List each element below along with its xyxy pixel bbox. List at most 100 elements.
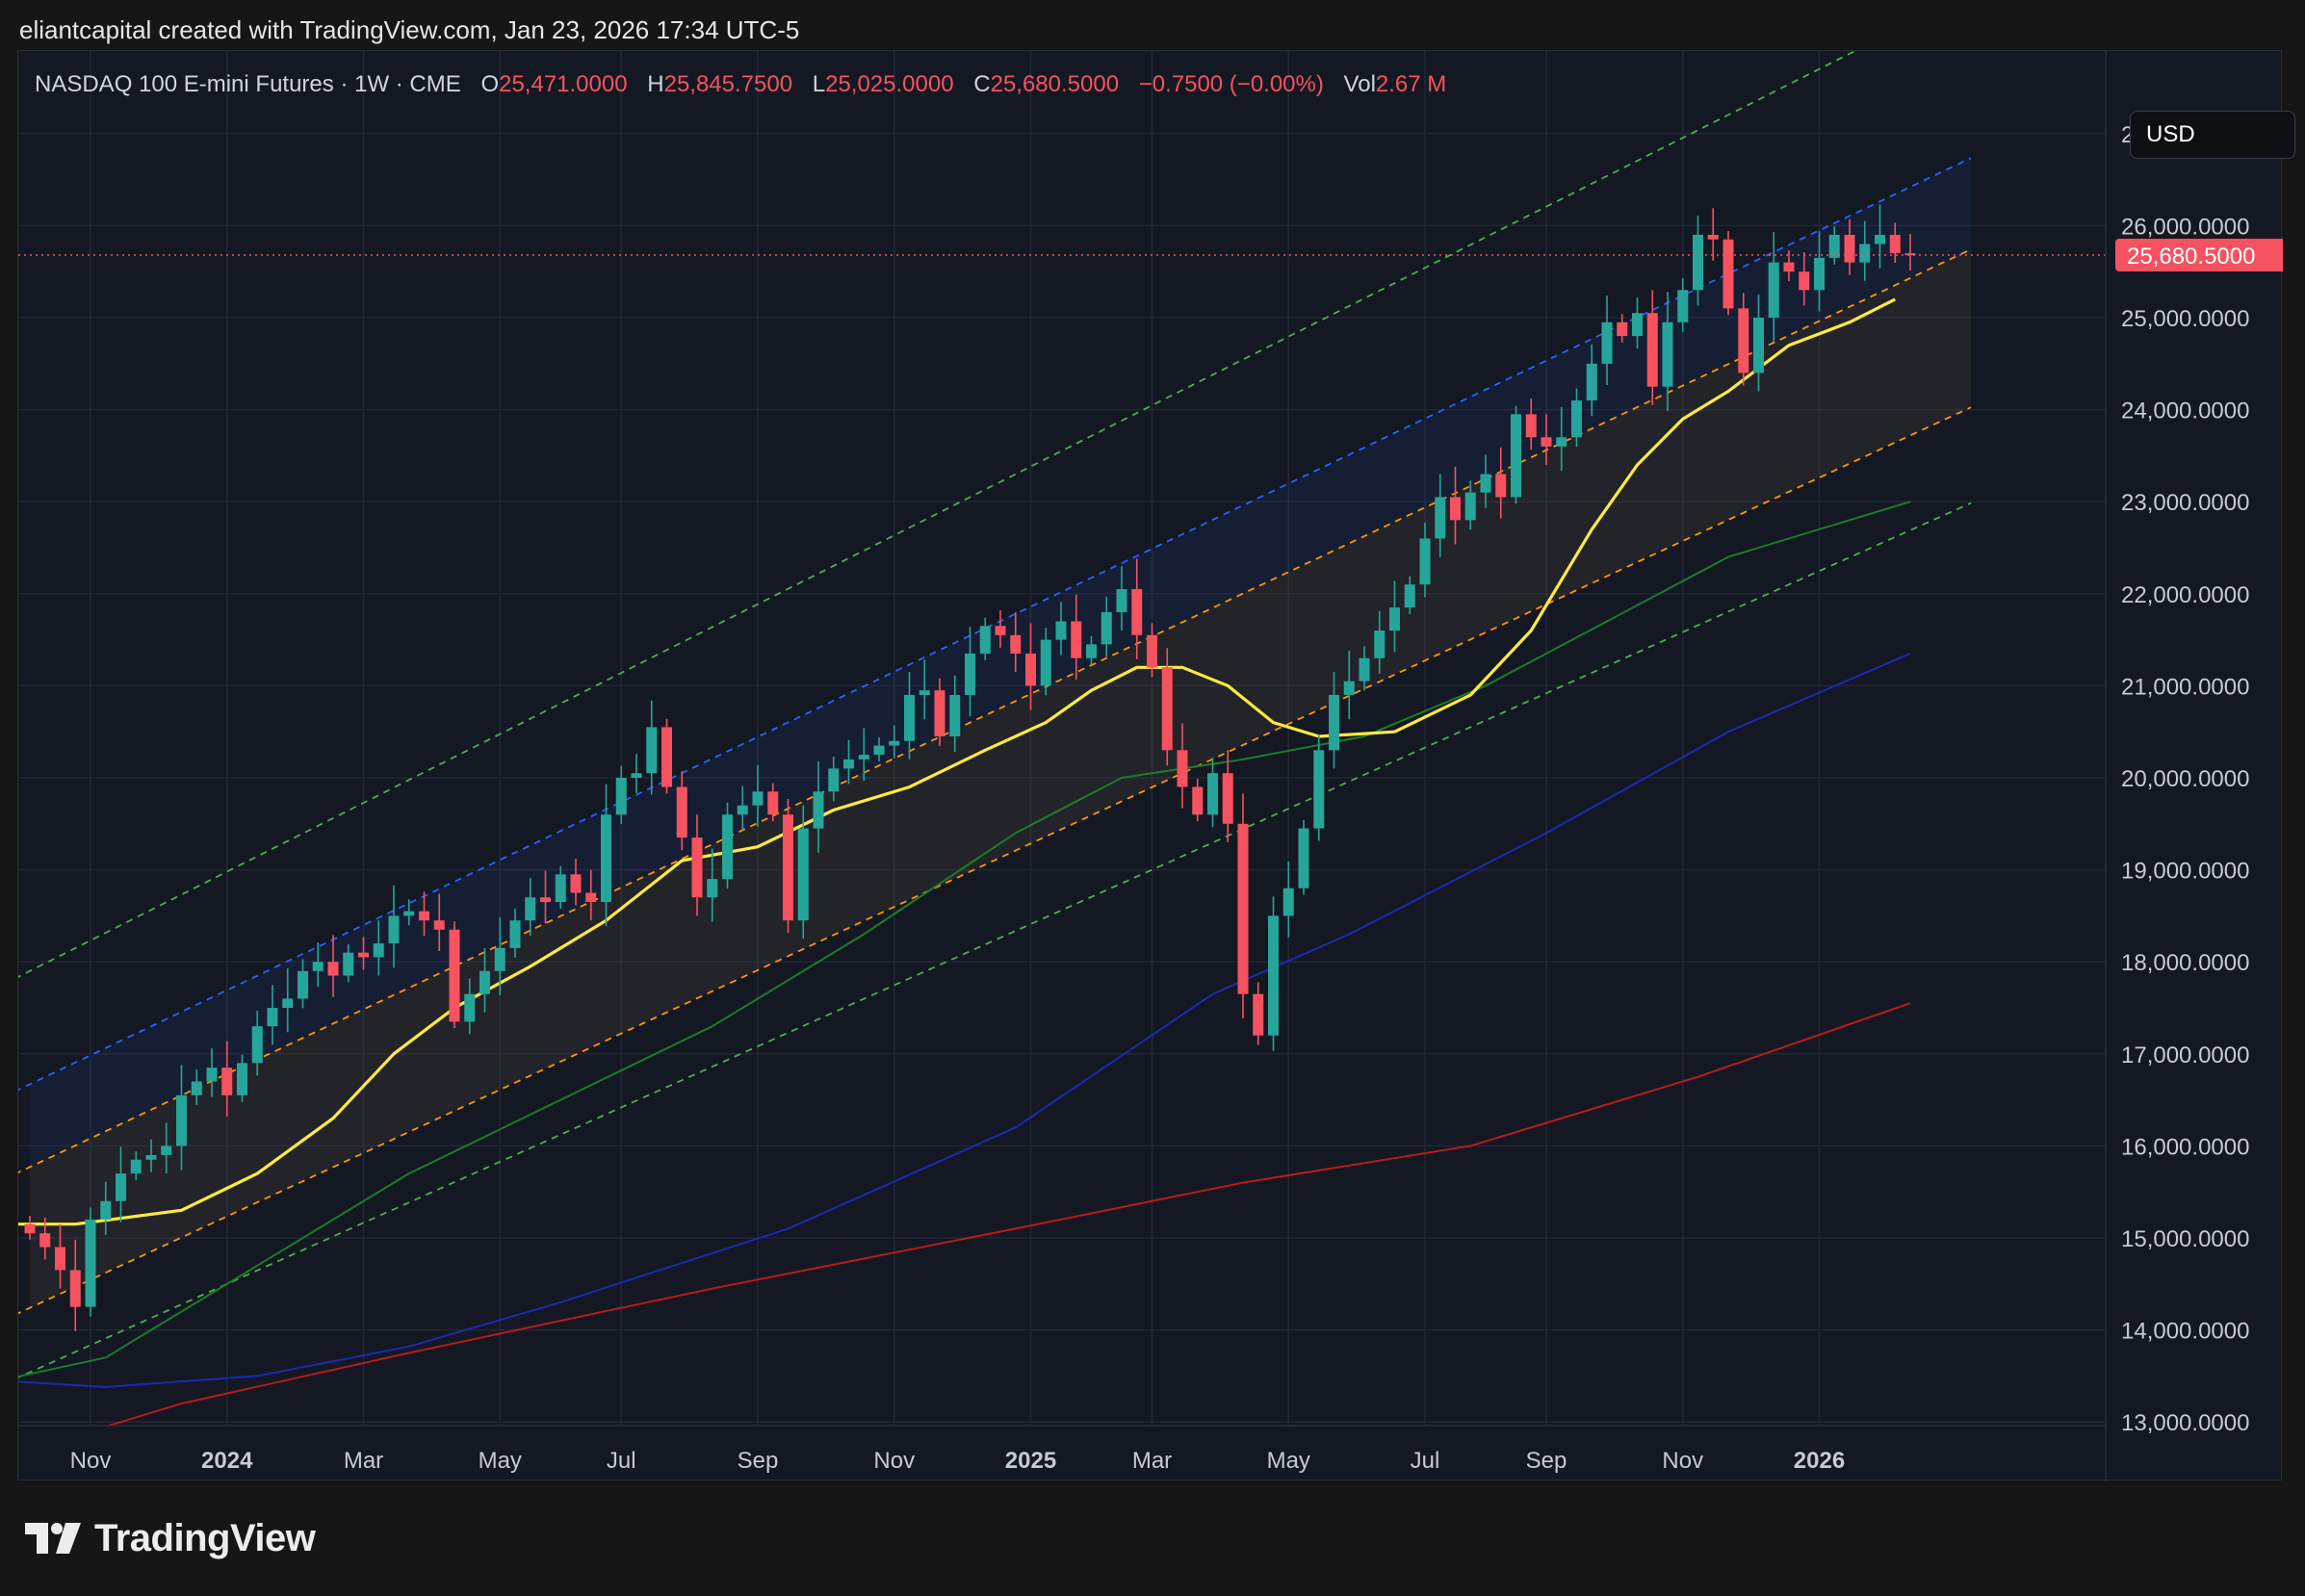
candle-body[interactable]	[1329, 694, 1339, 751]
candle[interactable]	[1495, 447, 1507, 519]
candle-body[interactable]	[251, 1026, 263, 1064]
candle-body[interactable]	[1237, 823, 1249, 994]
tradingview-brand[interactable]: TradingView	[23, 1517, 316, 1559]
candle-body[interactable]	[55, 1247, 65, 1271]
candle-body[interactable]	[464, 993, 476, 1022]
candle[interactable]	[1632, 296, 1643, 349]
candle-body[interactable]	[191, 1081, 202, 1095]
candle-body[interactable]	[1722, 239, 1734, 309]
candle-body[interactable]	[1768, 262, 1779, 318]
candle[interactable]	[1010, 611, 1022, 673]
candle[interactable]	[509, 908, 521, 958]
candle-body[interactable]	[388, 915, 400, 944]
candle-body[interactable]	[1192, 786, 1204, 815]
candle-body[interactable]	[1359, 657, 1370, 682]
candle[interactable]	[601, 784, 611, 927]
candle-body[interactable]	[1632, 313, 1643, 337]
candle-body[interactable]	[873, 745, 885, 756]
candle[interactable]	[1329, 672, 1339, 769]
candle[interactable]	[1828, 226, 1840, 265]
candle[interactable]	[176, 1065, 187, 1171]
candle[interactable]	[858, 728, 869, 782]
candle-body[interactable]	[585, 892, 597, 903]
candle-body[interactable]	[1131, 589, 1143, 635]
candle-body[interactable]	[1844, 234, 1855, 263]
candle-body[interactable]	[737, 805, 748, 815]
candle-body[interactable]	[343, 952, 354, 976]
candle-body[interactable]	[449, 929, 460, 1022]
candle-body[interactable]	[1010, 634, 1022, 654]
candle-body[interactable]	[419, 911, 429, 921]
candle[interactable]	[1282, 861, 1294, 938]
candle-body[interactable]	[1040, 639, 1051, 686]
candle-body[interactable]	[1799, 271, 1810, 291]
candle[interactable]	[797, 805, 809, 940]
candle[interactable]	[237, 1054, 247, 1102]
candle[interactable]	[1419, 523, 1431, 598]
candle[interactable]	[1464, 480, 1476, 530]
candle[interactable]	[221, 1041, 233, 1117]
candle-body[interactable]	[373, 943, 384, 958]
candle-body[interactable]	[813, 791, 824, 829]
candle[interactable]	[464, 978, 476, 1035]
candle[interactable]	[116, 1146, 126, 1223]
candle[interactable]	[1889, 222, 1901, 264]
candle-body[interactable]	[1571, 400, 1582, 438]
candle[interactable]	[1177, 723, 1188, 809]
candle-body[interactable]	[130, 1159, 142, 1174]
candle[interactable]	[39, 1217, 51, 1260]
candle[interactable]	[1707, 208, 1719, 261]
candle-body[interactable]	[433, 920, 445, 930]
candle-body[interactable]	[403, 911, 415, 916]
candle-body[interactable]	[116, 1173, 126, 1201]
candle[interactable]	[1814, 231, 1825, 312]
candle[interactable]	[1875, 204, 1885, 269]
candle[interactable]	[1192, 778, 1204, 822]
candle-body[interactable]	[979, 626, 991, 654]
chart-plot[interactable]: 27,000.000026,000.000025,000.000024,000.…	[18, 51, 2283, 1481]
candle-body[interactable]	[1707, 234, 1719, 240]
candle[interactable]	[1646, 290, 1658, 405]
candle[interactable]	[676, 771, 687, 851]
candle-body[interactable]	[282, 998, 294, 1008]
candle[interactable]	[752, 764, 764, 827]
candle-body[interactable]	[1464, 492, 1476, 521]
candle[interactable]	[555, 865, 566, 909]
candle[interactable]	[1722, 231, 1734, 316]
candle[interactable]	[934, 678, 945, 746]
candle-body[interactable]	[1828, 234, 1840, 258]
candle-body[interactable]	[237, 1063, 247, 1095]
candle[interactable]	[1859, 220, 1871, 281]
candle-body[interactable]	[828, 768, 840, 792]
candle-body[interactable]	[24, 1223, 36, 1234]
candle[interactable]	[843, 739, 854, 785]
candle-body[interactable]	[161, 1146, 172, 1155]
candle-body[interactable]	[965, 653, 975, 695]
candle[interactable]	[995, 610, 1006, 648]
candle-body[interactable]	[570, 874, 582, 893]
candle-body[interactable]	[267, 1008, 278, 1027]
candle-body[interactable]	[100, 1200, 112, 1220]
candle-body[interactable]	[691, 837, 703, 898]
candle[interactable]	[1450, 466, 1461, 545]
candle-body[interactable]	[1693, 234, 1703, 291]
candle[interactable]	[251, 1010, 263, 1076]
candle[interactable]	[1389, 580, 1400, 653]
candle[interactable]	[646, 700, 658, 795]
candle[interactable]	[1237, 793, 1249, 1018]
candle-body[interactable]	[312, 962, 324, 971]
candle[interactable]	[813, 760, 824, 853]
candle-body[interactable]	[767, 791, 779, 815]
candle-body[interactable]	[1222, 773, 1233, 824]
candle[interactable]	[1101, 596, 1112, 657]
candle[interactable]	[1601, 296, 1613, 385]
candle[interactable]	[1359, 646, 1370, 691]
candle-body[interactable]	[1177, 750, 1188, 787]
candle-body[interactable]	[1889, 234, 1901, 254]
candle-body[interactable]	[1904, 253, 1916, 256]
candle[interactable]	[615, 765, 627, 825]
candle-body[interactable]	[707, 879, 718, 898]
candle-body[interactable]	[934, 690, 945, 736]
candle[interactable]	[358, 937, 369, 970]
candle[interactable]	[1738, 293, 1749, 386]
